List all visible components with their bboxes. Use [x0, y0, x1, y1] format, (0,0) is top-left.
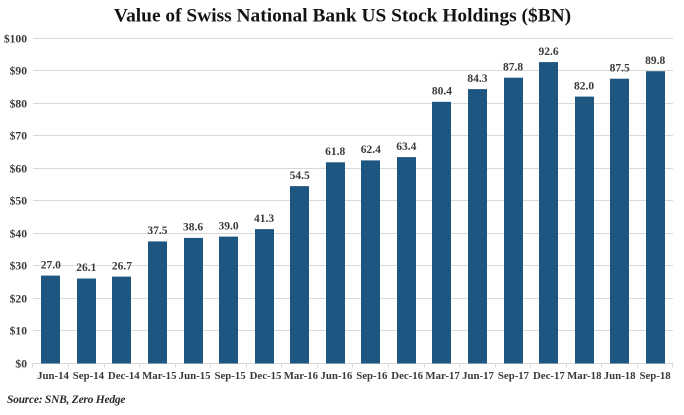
svg-text:Jun-16: Jun-16: [320, 370, 352, 382]
svg-text:$80: $80: [10, 97, 28, 110]
svg-text:Sep-15: Sep-15: [214, 370, 245, 382]
svg-text:27.0: 27.0: [41, 259, 61, 271]
svg-text:39.0: 39.0: [219, 220, 239, 232]
svg-text:87.5: 87.5: [610, 62, 630, 74]
svg-text:84.3: 84.3: [467, 73, 487, 85]
svg-text:80.4: 80.4: [432, 86, 452, 98]
svg-text:Dec-14: Dec-14: [108, 370, 140, 382]
svg-text:Mar-17: Mar-17: [425, 370, 460, 382]
svg-text:Mar-18: Mar-18: [567, 370, 602, 382]
svg-text:26.1: 26.1: [76, 262, 96, 274]
svg-text:Jun-14: Jun-14: [37, 370, 69, 382]
svg-text:41.3: 41.3: [254, 213, 274, 225]
svg-text:$0: $0: [15, 357, 27, 370]
svg-text:61.8: 61.8: [325, 146, 345, 158]
svg-text:$70: $70: [10, 129, 28, 142]
svg-text:63.4: 63.4: [396, 141, 416, 153]
svg-text:26.7: 26.7: [112, 260, 132, 272]
svg-text:87.8: 87.8: [503, 61, 523, 73]
svg-text:Jun-15: Jun-15: [179, 370, 211, 382]
svg-text:Jun-18: Jun-18: [604, 370, 636, 382]
svg-text:38.6: 38.6: [183, 222, 203, 234]
svg-text:$60: $60: [10, 162, 28, 175]
svg-text:Source: SNB, Zero Hedge: Source: SNB, Zero Hedge: [7, 394, 125, 406]
svg-text:92.6: 92.6: [539, 46, 559, 58]
svg-text:$90: $90: [10, 64, 28, 77]
svg-text:$20: $20: [10, 292, 28, 305]
svg-text:Sep-16: Sep-16: [356, 370, 388, 382]
svg-text:$40: $40: [10, 227, 28, 240]
svg-text:54.5: 54.5: [290, 170, 310, 182]
svg-text:Sep-14: Sep-14: [73, 370, 105, 382]
svg-text:62.4: 62.4: [361, 144, 381, 156]
svg-text:Mar-16: Mar-16: [284, 370, 319, 382]
svg-text:Dec-17: Dec-17: [533, 370, 565, 382]
svg-text:$100: $100: [4, 32, 27, 45]
svg-text:Dec-16: Dec-16: [391, 370, 423, 382]
svg-text:82.0: 82.0: [574, 80, 594, 92]
svg-text:$10: $10: [10, 324, 28, 337]
svg-text:37.5: 37.5: [147, 225, 167, 237]
svg-text:Value of Swiss National Bank U: Value of Swiss National Bank US Stock Ho…: [114, 6, 571, 27]
svg-text:89.8: 89.8: [645, 55, 665, 67]
svg-text:Sep-18: Sep-18: [639, 370, 671, 382]
svg-text:$30: $30: [10, 259, 28, 272]
svg-text:$50: $50: [10, 194, 28, 207]
svg-text:Jun-17: Jun-17: [462, 370, 494, 382]
svg-text:Sep-17: Sep-17: [498, 370, 530, 382]
svg-text:Dec-15: Dec-15: [250, 370, 282, 382]
svg-text:Mar-15: Mar-15: [142, 370, 176, 382]
